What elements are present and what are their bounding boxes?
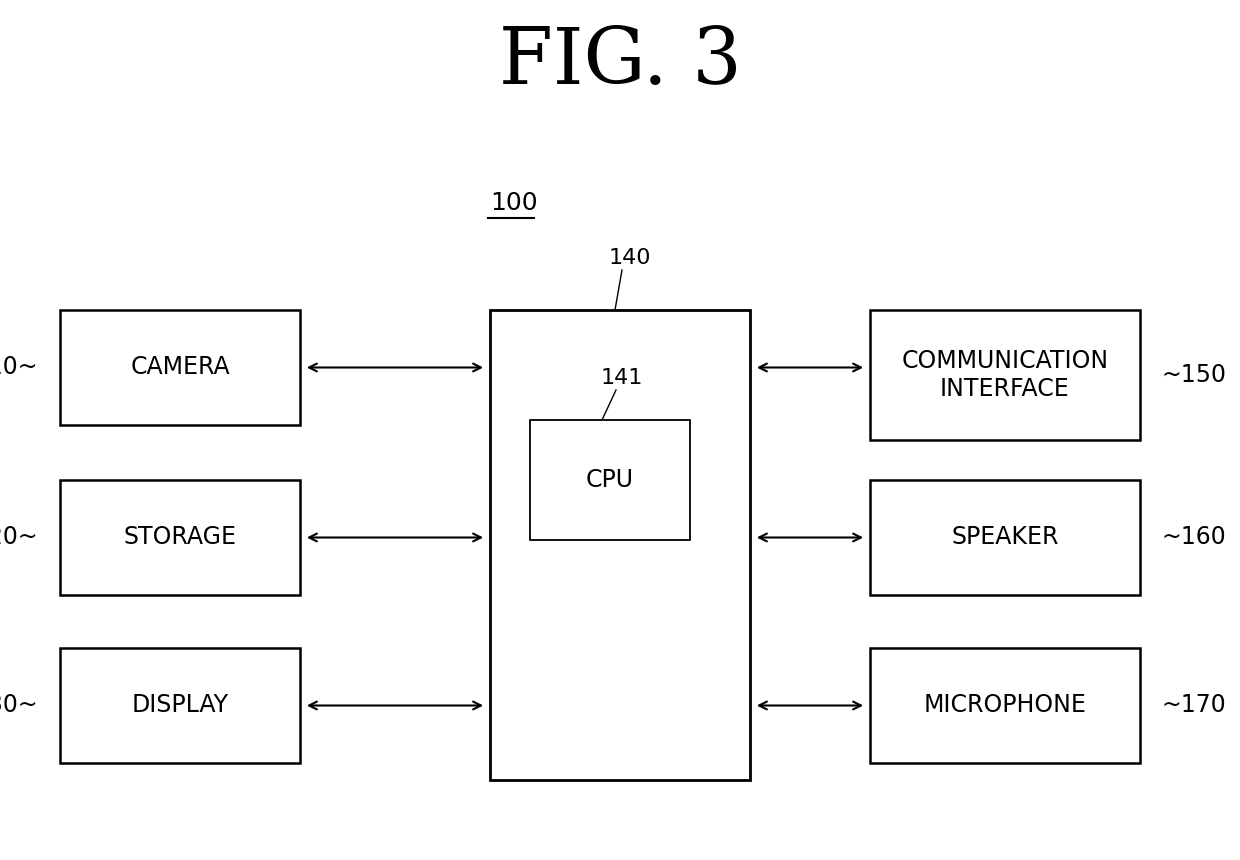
- Bar: [870, 310, 1140, 440]
- Bar: [870, 648, 1140, 763]
- Bar: [60, 310, 300, 425]
- Text: STORAGE: STORAGE: [124, 525, 237, 550]
- Text: 110~: 110~: [0, 355, 38, 379]
- Text: FIG. 3: FIG. 3: [498, 24, 742, 100]
- Text: ~150: ~150: [1162, 363, 1228, 387]
- Text: 100: 100: [490, 191, 538, 215]
- Bar: [490, 310, 750, 780]
- Text: CPU: CPU: [587, 468, 634, 492]
- Text: COMMUNICATION
INTERFACE: COMMUNICATION INTERFACE: [901, 349, 1109, 401]
- Bar: [60, 480, 300, 595]
- Text: ~170: ~170: [1162, 693, 1226, 717]
- Text: SPEAKER: SPEAKER: [951, 525, 1059, 550]
- Bar: [870, 480, 1140, 595]
- Text: 140: 140: [609, 248, 651, 268]
- Text: CAMERA: CAMERA: [130, 355, 229, 379]
- Text: 141: 141: [601, 368, 644, 388]
- Text: ~160: ~160: [1162, 525, 1226, 550]
- Text: 120~: 120~: [0, 525, 38, 550]
- Text: MICROPHONE: MICROPHONE: [924, 693, 1086, 717]
- Bar: [60, 648, 300, 763]
- Text: 130~: 130~: [0, 693, 38, 717]
- Text: DISPLAY: DISPLAY: [131, 693, 228, 717]
- Bar: [529, 420, 689, 540]
